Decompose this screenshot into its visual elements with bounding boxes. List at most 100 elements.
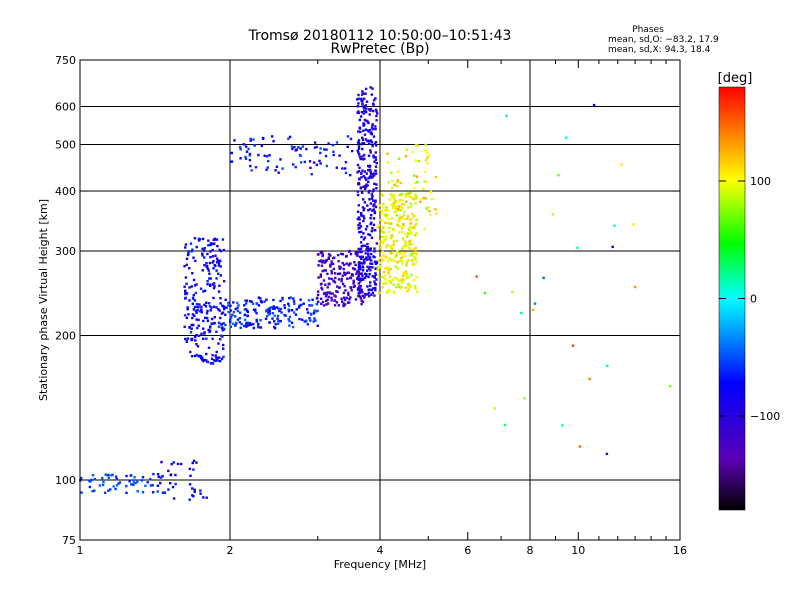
data-point	[369, 108, 373, 111]
data-point	[239, 326, 242, 329]
data-point	[244, 299, 247, 302]
data-point	[159, 481, 162, 485]
data-point	[424, 197, 427, 200]
data-point	[634, 285, 637, 289]
data-point	[212, 305, 216, 308]
data-point	[372, 172, 375, 175]
data-point	[375, 119, 378, 122]
x-tick-label: 6	[464, 544, 471, 557]
data-point	[404, 254, 407, 258]
data-point	[211, 255, 215, 258]
data-point	[396, 200, 399, 203]
data-point	[222, 327, 226, 331]
data-point	[257, 322, 260, 326]
data-point	[360, 235, 363, 239]
data-point	[357, 247, 360, 251]
data-point	[309, 319, 312, 322]
data-point	[195, 311, 198, 314]
data-point	[202, 319, 205, 323]
data-point	[214, 254, 217, 257]
data-point	[382, 206, 385, 209]
data-point	[278, 309, 281, 313]
data-point	[212, 238, 215, 242]
data-points	[79, 86, 672, 501]
data-point	[289, 296, 292, 299]
data-point	[221, 326, 224, 329]
data-point	[374, 205, 378, 209]
data-point	[401, 277, 405, 281]
data-point	[332, 150, 335, 153]
data-point	[588, 377, 591, 381]
data-point	[188, 498, 191, 501]
data-point	[245, 150, 249, 153]
data-point	[216, 359, 219, 362]
data-point	[387, 230, 391, 234]
data-point	[327, 253, 331, 256]
data-point	[208, 277, 211, 280]
data-point	[400, 281, 403, 284]
data-point	[377, 259, 380, 262]
data-point	[381, 259, 384, 262]
data-point	[357, 288, 360, 292]
data-point	[197, 334, 201, 337]
data-point	[406, 276, 410, 279]
data-point	[395, 253, 398, 257]
data-point	[401, 274, 405, 278]
data-point	[202, 290, 205, 293]
data-point	[379, 264, 382, 268]
data-point	[371, 176, 374, 179]
data-point	[363, 105, 366, 108]
data-point	[327, 295, 330, 299]
data-point	[414, 251, 418, 254]
data-point	[220, 357, 224, 361]
data-point	[266, 166, 269, 169]
data-point	[216, 356, 219, 360]
data-point	[255, 302, 258, 305]
data-point	[218, 338, 222, 341]
data-point	[222, 248, 225, 252]
data-point	[403, 239, 407, 243]
data-point	[557, 173, 560, 177]
data-point	[380, 193, 383, 196]
data-point	[396, 223, 399, 227]
data-point	[323, 291, 326, 295]
data-point	[185, 316, 189, 320]
data-point	[292, 325, 295, 329]
data-point	[144, 484, 147, 487]
data-point	[364, 176, 367, 179]
data-point	[362, 124, 365, 127]
data-point	[248, 152, 252, 156]
data-point	[370, 221, 373, 224]
data-point	[283, 304, 286, 307]
data-point	[578, 445, 582, 448]
data-point	[398, 217, 402, 220]
data-point	[288, 320, 291, 323]
data-point	[263, 154, 266, 157]
data-point	[385, 206, 388, 209]
data-point	[360, 230, 363, 233]
data-point	[344, 289, 347, 292]
data-point	[331, 257, 335, 260]
data-point	[341, 167, 344, 170]
data-point	[576, 246, 579, 249]
data-point	[366, 265, 369, 268]
data-point	[206, 252, 209, 256]
data-point	[394, 276, 397, 280]
y-tick-label: 400	[55, 185, 76, 198]
data-point	[413, 263, 417, 266]
x-tick-label: 1	[77, 544, 84, 557]
data-point	[229, 304, 232, 307]
data-point	[189, 242, 193, 245]
data-point	[183, 314, 187, 317]
data-point	[613, 224, 616, 227]
data-point	[316, 300, 320, 303]
data-point	[268, 309, 271, 312]
data-point	[388, 279, 391, 282]
data-point	[359, 277, 363, 281]
data-point	[428, 209, 431, 213]
data-point	[363, 133, 367, 136]
x-tick-label: 4	[377, 544, 384, 557]
data-point	[360, 111, 364, 114]
data-point	[365, 225, 369, 228]
data-point	[80, 491, 83, 494]
